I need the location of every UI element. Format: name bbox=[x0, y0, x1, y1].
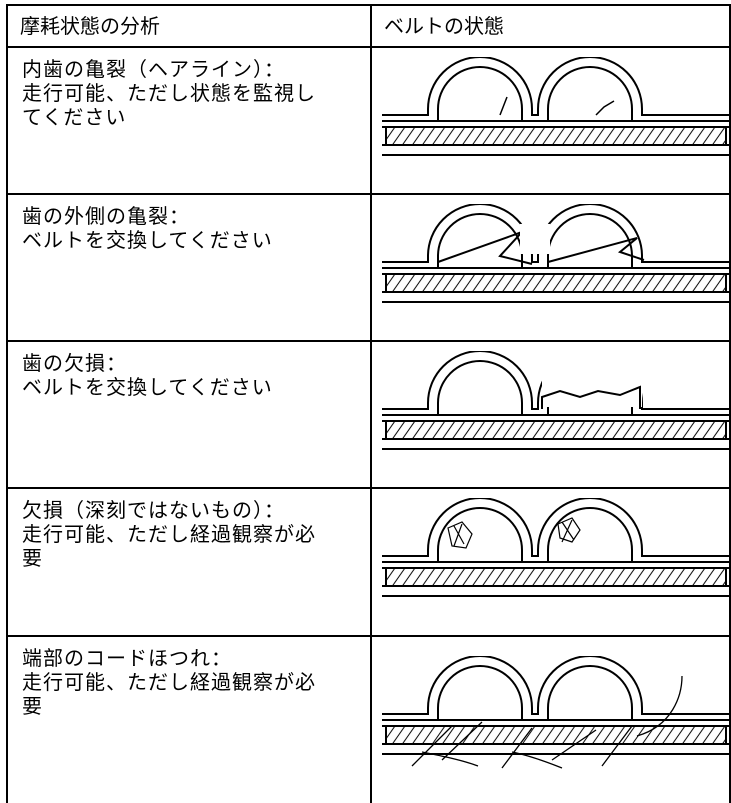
row-label-cell: 歯の欠損： ベルトを交換してください bbox=[6, 340, 371, 488]
row-image-cell bbox=[370, 46, 731, 194]
row-text: 歯の欠損： bbox=[22, 351, 127, 375]
row-text: 要 bbox=[22, 546, 43, 570]
header-text: 摩耗状態の分析 bbox=[20, 14, 160, 38]
belt-illustration bbox=[382, 56, 730, 156]
row-text: 走行可能、ただし経過観察が必 bbox=[22, 522, 316, 546]
row-text: 走行可能、ただし状態を監視し bbox=[22, 81, 316, 105]
row-image-cell bbox=[370, 193, 731, 341]
row-label-cell: 歯の外側の亀裂： ベルトを交換してください bbox=[6, 193, 371, 341]
row-text: 走行可能、ただし経過観察が必 bbox=[22, 670, 316, 694]
header-cell: ベルトの状態 bbox=[370, 4, 731, 47]
row-label-cell: 欠損（深刻ではないもの）： 走行可能、ただし経過観察が必要 bbox=[6, 487, 371, 636]
row-text: ベルトを交換してください bbox=[22, 228, 273, 252]
header-text: ベルトの状態 bbox=[384, 14, 504, 38]
row-text: 歯の外側の亀裂： bbox=[22, 204, 190, 228]
header-cell: 摩耗状態の分析 bbox=[6, 4, 371, 47]
row-text: ベルトを交換してください bbox=[22, 375, 273, 399]
row-label-cell: 内歯の亀裂（ヘアライン）： 走行可能、ただし状態を監視し てください bbox=[6, 46, 371, 194]
row-text: 要 bbox=[22, 694, 43, 718]
row-text: 端部のコードほつれ： bbox=[22, 646, 232, 670]
row-image-cell bbox=[370, 635, 731, 803]
belt-illustration bbox=[382, 498, 730, 597]
belt-illustration bbox=[382, 350, 730, 450]
row-text: 欠損（深刻ではないもの）： bbox=[22, 498, 285, 522]
row-image-cell bbox=[370, 487, 731, 636]
row-image-cell bbox=[370, 340, 731, 488]
belt-illustration bbox=[382, 655, 730, 769]
row-text: てください bbox=[22, 105, 127, 129]
row-label-cell: 端部のコードほつれ： 走行可能、ただし経過観察が必要 bbox=[6, 635, 371, 803]
belt-illustration bbox=[382, 203, 730, 303]
row-text: 内歯の亀裂（ヘアライン）： bbox=[22, 57, 285, 81]
